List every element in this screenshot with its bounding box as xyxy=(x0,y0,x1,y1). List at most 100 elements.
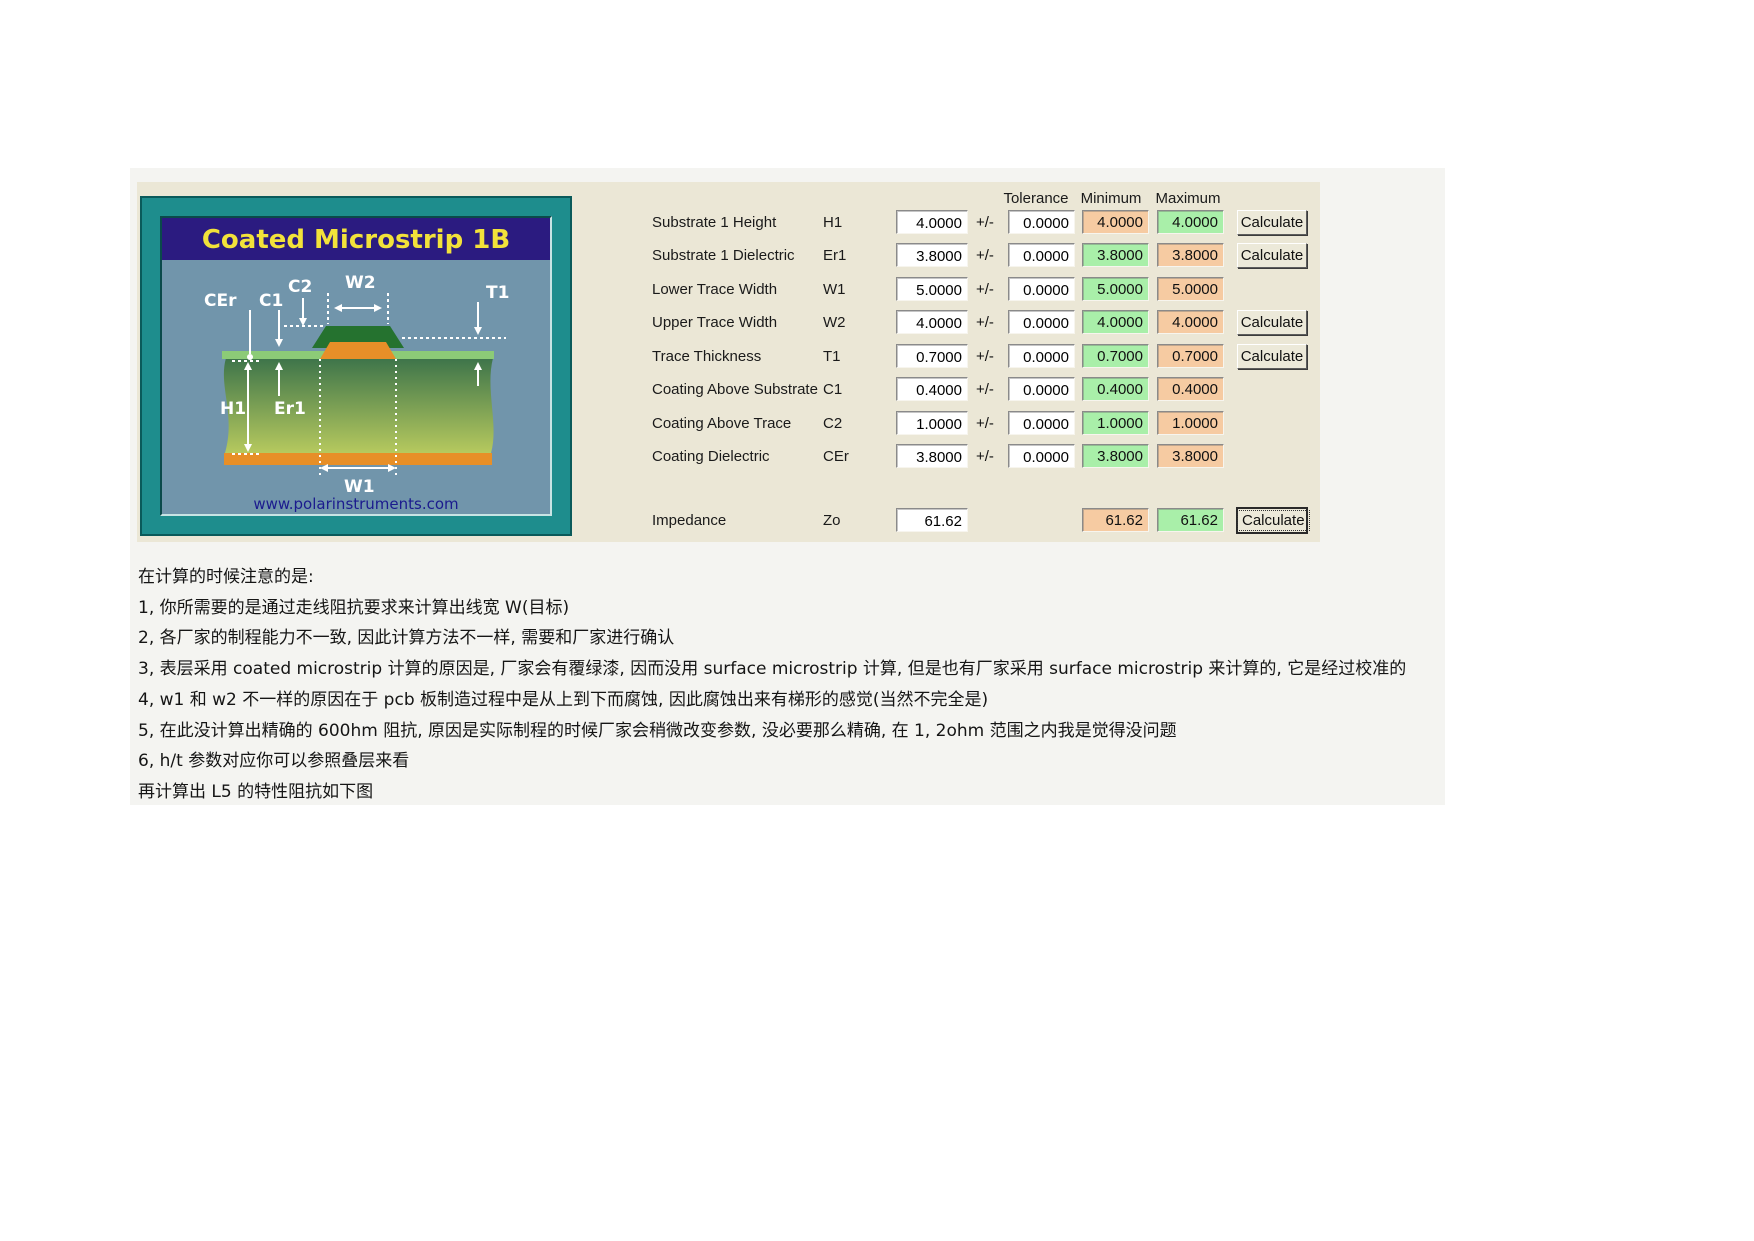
calculate-er1-button[interactable]: Calculate xyxy=(1237,243,1307,268)
c1-minimum-value: 0.4000 xyxy=(1082,377,1149,401)
row-substrate-1-height: Substrate 1 Height H1 +/- 4.0000 4.0000 … xyxy=(137,210,1320,236)
content-block: Coated Microstrip 1B xyxy=(130,168,1445,805)
w2-minimum-value: 4.0000 xyxy=(1082,310,1149,334)
microstrip-cross-section-image: Coated Microstrip 1B xyxy=(162,218,550,513)
zo-value-input[interactable] xyxy=(896,508,968,532)
note-line: 4, w1 和 w2 不一样的原因在于 pcb 板制造过程中是从上到下而腐蚀, … xyxy=(138,689,989,710)
diagram-title: Coated Microstrip 1B xyxy=(202,225,510,255)
w2-value-input[interactable] xyxy=(896,310,968,334)
minimum-column-header: Minimum xyxy=(1080,190,1142,207)
param-label: Coating Dielectric xyxy=(652,448,770,465)
w1-value-input[interactable] xyxy=(896,277,968,301)
t1-maximum-value: 0.7000 xyxy=(1157,344,1224,368)
t1-tolerance-input[interactable] xyxy=(1008,344,1075,368)
microstrip-diagram: Coated Microstrip 1B xyxy=(160,216,552,516)
impedance-symbol: Zo xyxy=(823,512,841,529)
param-label: Coating Above Trace xyxy=(652,415,792,432)
er1-tolerance-input[interactable] xyxy=(1008,243,1075,267)
row-substrate-1-dielectric: Substrate 1 Dielectric Er1 +/- 3.8000 3.… xyxy=(137,243,1320,269)
zo-minimum-value: 61.62 xyxy=(1082,508,1149,532)
calculate-impedance-button[interactable]: Calculate xyxy=(1237,508,1310,533)
cer-tolerance-input[interactable] xyxy=(1008,444,1075,468)
trace-shape xyxy=(320,342,396,359)
notes-section: 在计算的时候注意的是: 1, 你所需要的是通过走线阻抗要求来计算出线宽 W(目标… xyxy=(138,562,1428,808)
param-label: Coating Above Substrate xyxy=(652,381,818,398)
calculate-impedance-button-label: Calculate xyxy=(1237,510,1310,531)
er1-value-input[interactable] xyxy=(896,243,968,267)
w1-maximum-value: 5.0000 xyxy=(1157,277,1224,301)
t1-label: T1 xyxy=(486,283,509,303)
calculate-h1-button[interactable]: Calculate xyxy=(1237,210,1307,235)
plus-minus-label: +/- xyxy=(976,247,994,264)
t1-value-input[interactable] xyxy=(896,344,968,368)
param-symbol: CEr xyxy=(823,448,849,465)
plus-minus-label: +/- xyxy=(976,348,994,365)
c2-value-input[interactable] xyxy=(896,411,968,435)
w2-maximum-value: 4.0000 xyxy=(1157,310,1224,334)
row-coating-above-trace: Coating Above Trace C2 +/- 1.0000 1.0000 xyxy=(137,411,1320,437)
tolerance-column-header: Tolerance xyxy=(1003,190,1069,207)
cer-maximum-value: 3.8000 xyxy=(1157,444,1224,468)
row-coating-above-substrate: Coating Above Substrate C1 +/- 0.4000 0.… xyxy=(137,377,1320,403)
maximum-column-header: Maximum xyxy=(1155,190,1221,207)
c1-value-input[interactable] xyxy=(896,377,968,401)
calculate-t1-button[interactable]: Calculate xyxy=(1237,344,1307,369)
param-symbol: H1 xyxy=(823,214,843,231)
plus-minus-label: +/- xyxy=(976,448,994,465)
note-line: 再计算出 L5 的特性阻抗如下图 xyxy=(138,781,374,802)
cer-minimum-value: 3.8000 xyxy=(1082,444,1149,468)
param-label: Substrate 1 Height xyxy=(652,214,777,231)
plus-minus-label: +/- xyxy=(976,214,994,231)
param-label: Trace Thickness xyxy=(652,348,762,365)
row-trace-thickness: Trace Thickness T1 +/- 0.7000 0.7000 Cal… xyxy=(137,344,1320,370)
dimension-lines xyxy=(232,293,506,476)
c2-tolerance-input[interactable] xyxy=(1008,411,1075,435)
note-line: 2, 各厂家的制程能力不一致, 因此计算方法不一样, 需要和厂家进行确认 xyxy=(138,628,675,649)
h1-maximum-value: 4.0000 xyxy=(1157,210,1224,234)
c1-tolerance-input[interactable] xyxy=(1008,377,1075,401)
microstrip-diagram-frame: Coated Microstrip 1B xyxy=(140,196,572,536)
t1-minimum-value: 0.7000 xyxy=(1082,344,1149,368)
c2-label: C2 xyxy=(288,277,312,297)
h1-label: H1 xyxy=(220,399,246,419)
cer-value-input[interactable] xyxy=(896,444,968,468)
row-coating-dielectric: Coating Dielectric CEr +/- 3.8000 3.8000 xyxy=(137,444,1320,470)
param-label: Upper Trace Width xyxy=(652,314,778,331)
param-symbol: W2 xyxy=(823,314,846,331)
w2-label: W2 xyxy=(345,273,376,293)
zo-maximum-value: 61.62 xyxy=(1157,508,1224,532)
calculate-w2-button[interactable]: Calculate xyxy=(1237,310,1307,335)
note-line: 3, 表层采用 coated microstrip 计算的原因是, 厂家会有覆绿… xyxy=(138,659,1407,680)
plus-minus-label: +/- xyxy=(976,381,994,398)
c1-maximum-value: 0.4000 xyxy=(1157,377,1224,401)
er1-maximum-value: 3.8000 xyxy=(1157,243,1224,267)
h1-tolerance-input[interactable] xyxy=(1008,210,1075,234)
row-impedance: Impedance Zo 61.62 61.62 Calculate xyxy=(137,508,1320,534)
base-copper-layer xyxy=(224,453,492,465)
plus-minus-label: +/- xyxy=(976,314,994,331)
note-line: 6, h/t 参数对应你可以参照叠层来看 xyxy=(138,751,410,772)
note-line: 在计算的时候注意的是: xyxy=(138,567,314,587)
param-symbol: W1 xyxy=(823,281,846,298)
w1-label: W1 xyxy=(344,477,375,497)
w1-minimum-value: 5.0000 xyxy=(1082,277,1149,301)
polar-instruments-url: www.polarinstruments.com xyxy=(253,495,458,513)
cer-label: CEr xyxy=(204,291,237,311)
note-line: 1, 你所需要的是通过走线阻抗要求来计算出线宽 W(目标) xyxy=(138,597,570,618)
param-label: Substrate 1 Dielectric xyxy=(652,247,795,264)
w2-tolerance-input[interactable] xyxy=(1008,310,1075,334)
er1-label: Er1 xyxy=(274,399,306,419)
c2-minimum-value: 1.0000 xyxy=(1082,411,1149,435)
w1-tolerance-input[interactable] xyxy=(1008,277,1075,301)
note-line: 5, 在此没计算出精确的 600hm 阻抗, 原因是实际制程的时候厂家会稍微改变… xyxy=(138,720,1177,741)
row-lower-trace-width: Lower Trace Width W1 +/- 5.0000 5.0000 xyxy=(137,277,1320,303)
param-symbol: C2 xyxy=(823,415,843,432)
dimension-arrowheads xyxy=(244,304,482,472)
param-label: Lower Trace Width xyxy=(652,281,778,298)
row-upper-trace-width: Upper Trace Width W2 +/- 4.0000 4.0000 C… xyxy=(137,310,1320,336)
h1-value-input[interactable] xyxy=(896,210,968,234)
param-symbol: Er1 xyxy=(823,247,847,264)
dimension-labels: C2 W2 CEr C1 T1 H1 Er1 W1 xyxy=(204,273,509,497)
impedance-label: Impedance xyxy=(652,512,727,529)
diagram-title-bar xyxy=(162,218,550,260)
